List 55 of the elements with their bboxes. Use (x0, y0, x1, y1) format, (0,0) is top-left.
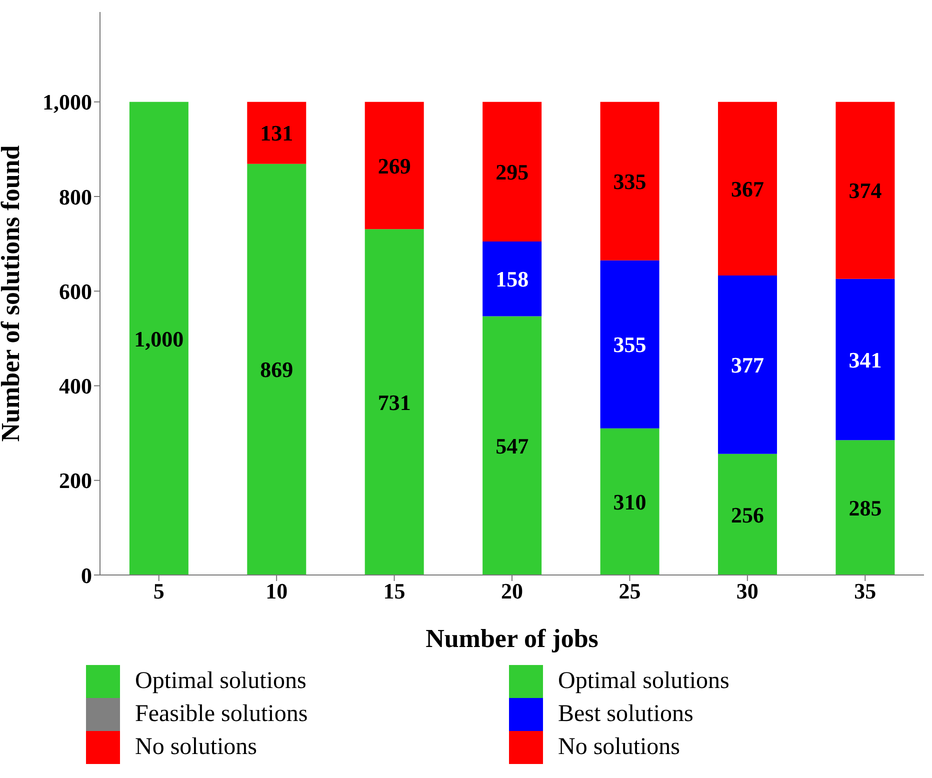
x-tick-label: 15 (383, 578, 406, 604)
data-label: 355 (613, 332, 646, 358)
bar (718, 276, 777, 454)
data-label: 374 (848, 178, 882, 204)
data-label: 1,000 (134, 326, 184, 352)
bar (482, 241, 542, 316)
bar (600, 428, 660, 575)
x-tick-label: 25 (618, 578, 641, 604)
bar (836, 278, 895, 440)
data-label: 295 (496, 159, 529, 184)
x-tick-label: 10 (266, 578, 288, 604)
x-tick-label: 35 (854, 578, 876, 604)
x-tick-label: 30 (736, 578, 758, 604)
legend-label: Best solutions (558, 701, 694, 728)
bar (718, 454, 777, 575)
data-label: 256 (731, 502, 764, 528)
data-label: 377 (731, 352, 764, 378)
data-label: 310 (613, 489, 646, 514)
bar (129, 102, 188, 575)
data-label: 731 (378, 390, 411, 415)
data-label: 341 (848, 347, 882, 372)
y-tick-label: 600 (59, 278, 92, 304)
bar (364, 229, 424, 575)
bar (364, 102, 424, 230)
bar (482, 316, 542, 575)
legend-label: Optimal solutions (135, 668, 306, 695)
legend-label: Optimal solutions (558, 668, 730, 695)
bar (482, 102, 542, 242)
x-tick-label: 5 (153, 578, 164, 604)
y-tick-label: 400 (59, 374, 92, 399)
legend-label: Feasible solutions (135, 701, 308, 728)
bar (247, 102, 306, 164)
data-label: 131 (260, 120, 294, 146)
data-label: 869 (260, 357, 294, 382)
data-label: 285 (848, 495, 882, 520)
y-tick-label: 200 (59, 468, 92, 494)
data-label: 269 (378, 153, 411, 178)
data-label: 158 (496, 266, 529, 292)
y-axis-title: Number of solutions found (0, 144, 26, 442)
bar (836, 440, 895, 575)
data-label: 547 (496, 433, 529, 458)
y-tick-label: 800 (59, 184, 92, 210)
bar (600, 260, 660, 428)
x-tick-label: 20 (501, 578, 523, 604)
y-tick-label: 1,000 (42, 90, 92, 115)
y-tick-label: 0 (81, 562, 92, 588)
bar (718, 102, 777, 276)
legend-label: No solutions (135, 734, 258, 761)
legend-label: No solutions (558, 734, 680, 761)
data-label: 335 (613, 168, 646, 194)
bar (247, 164, 306, 575)
bar (836, 102, 895, 279)
bar (600, 102, 660, 260)
data-label: 367 (731, 176, 764, 202)
x-axis-title: Number of jobs (426, 624, 598, 653)
